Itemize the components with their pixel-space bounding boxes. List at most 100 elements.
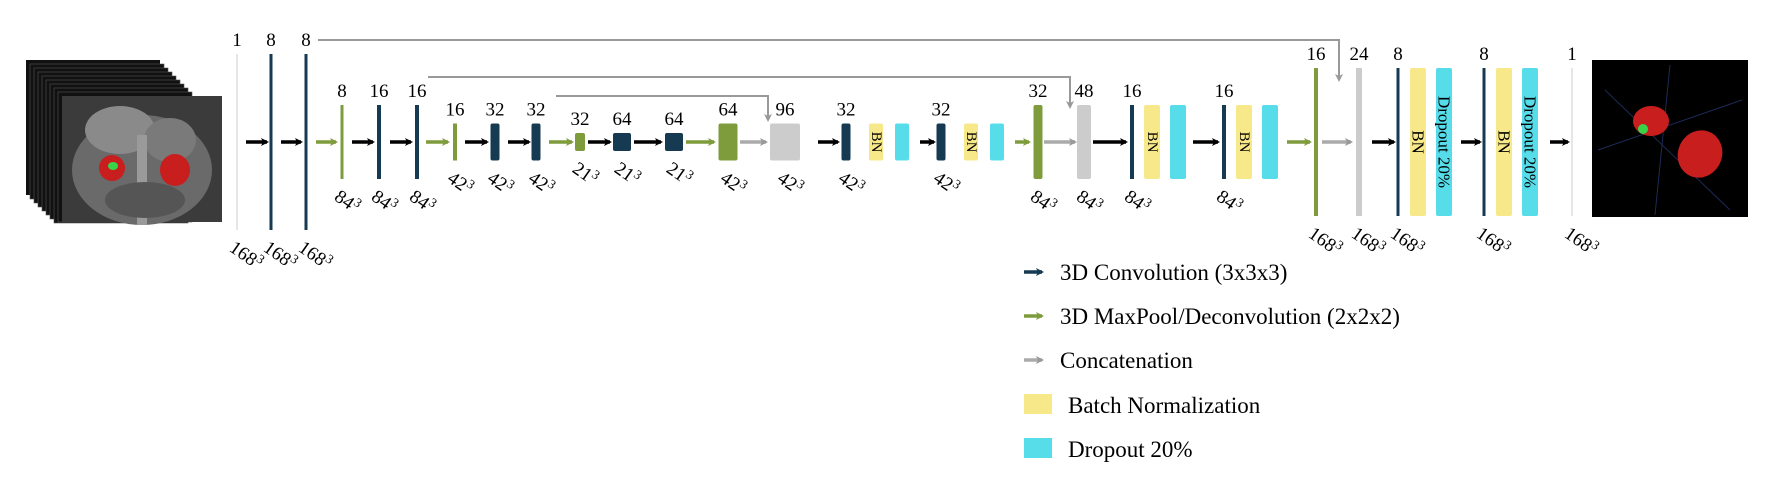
svg-text:423: 423 [834, 165, 869, 199]
legend-label-bn: Batch Normalization [1068, 393, 1261, 418]
legend-item-bn: Batch Normalization [1024, 393, 1261, 418]
channel-label-22: 24 [1350, 44, 1370, 65]
output-3d-segmentation [1592, 60, 1748, 217]
channel-label-14: 96 [776, 100, 795, 121]
size-label-25: 1683 [1560, 223, 1602, 257]
layer-block-4-pool [340, 105, 344, 179]
svg-text:1683: 1683 [1347, 221, 1389, 261]
svg-text:843: 843 [367, 184, 402, 218]
batch-norm-label-11: BN [1495, 130, 1514, 154]
size-label-20: 843 [1212, 184, 1247, 218]
channel-label-11: 64 [613, 109, 633, 130]
batch-norm-label-7: BN [1236, 132, 1252, 153]
channel-label-6: 16 [408, 81, 427, 102]
batch-norm-block-9 [1410, 68, 1426, 216]
layer-block-12-conv [665, 133, 683, 151]
size-label-12: 213 [662, 158, 697, 186]
layer-block-18-concat [1077, 105, 1091, 179]
size-label-16: 423 [929, 165, 964, 199]
skip-connection-168 [318, 39, 1343, 82]
size-label-17: 843 [1026, 186, 1061, 214]
size-label-13: 423 [716, 168, 751, 196]
layer-block-1-out [236, 54, 238, 230]
channel-label-18: 48 [1075, 81, 1094, 102]
channel-label-17: 32 [1029, 81, 1048, 102]
size-label-19: 843 [1120, 184, 1155, 218]
legend: 3D Convolution (3x3x3) 3D MaxPool/Deconv… [1024, 260, 1400, 462]
layer-block-8-conv [490, 123, 500, 161]
layer-block-3-conv [304, 54, 308, 230]
batch-norm-block-11 [1496, 68, 1512, 216]
layer-block-13-pool [718, 123, 738, 161]
size-label-6: 843 [405, 184, 440, 218]
layer-block-5-conv [377, 105, 381, 179]
size-label-8: 423 [483, 165, 518, 199]
channel-label-2: 8 [266, 30, 276, 51]
svg-text:423: 423 [483, 165, 518, 199]
layer-block-15-conv [841, 123, 851, 161]
batch-norm-label-5: BN [1144, 132, 1160, 153]
channel-label-13: 64 [719, 100, 739, 121]
layer-block-10-pool [575, 133, 585, 151]
dropout-block-4 [990, 123, 1004, 161]
input-ct-slice-stack [26, 60, 222, 225]
layer-labels: 1 1683 8 1683 8 1683 8 843 16 843 16 843 16 423 32 423 3… [225, 30, 1602, 271]
dropout-block-2 [895, 123, 909, 161]
batch-norm-block-3 [964, 123, 978, 161]
layer-block-20-conv [1222, 105, 1226, 179]
size-label-18: 843 [1072, 186, 1107, 214]
channel-label-9: 32 [527, 100, 546, 121]
batch-norm-label-3: BN [963, 132, 979, 153]
skip-connection-42 [556, 95, 772, 122]
dropout-block-10 [1436, 68, 1452, 216]
size-label-21: 1683 [1304, 221, 1346, 261]
layer-block-9-conv [531, 123, 541, 161]
layer-block-25-out [1571, 68, 1573, 216]
legend-item-concat: Concatenation [1024, 348, 1193, 373]
batch-norm-label-9: BN [1409, 130, 1428, 154]
svg-text:843: 843 [1212, 184, 1247, 218]
network-layers: BN BN BN BN BN Dropout 20% BN Dropout 20% [236, 54, 1573, 230]
dropout-block-6 [1170, 105, 1186, 179]
legend-label-conv: 3D Convolution (3x3x3) [1060, 260, 1287, 285]
svg-text:843: 843 [1120, 184, 1155, 218]
skip-connections [318, 39, 1343, 122]
batch-norm-block-7 [1236, 105, 1252, 179]
svg-text:843: 843 [405, 184, 440, 218]
svg-text:1683: 1683 [1386, 221, 1428, 261]
layer-block-17-pool [1033, 105, 1043, 179]
channel-label-19: 16 [1123, 81, 1142, 102]
size-label-14: 423 [773, 168, 808, 196]
channel-label-21: 16 [1307, 44, 1326, 65]
layer-block-22-concat [1356, 68, 1362, 216]
layer-block-16-conv [936, 123, 946, 161]
svg-text:423: 423 [443, 165, 478, 199]
legend-label-pool: 3D MaxPool/Deconvolution (2x2x2) [1060, 304, 1400, 329]
ct-slice-image [62, 96, 222, 225]
channel-label-24: 8 [1479, 44, 1489, 65]
channel-label-23: 8 [1393, 44, 1403, 65]
channel-label-25: 1 [1567, 44, 1577, 65]
size-label-3: 1683 [294, 237, 336, 271]
size-label-7: 423 [443, 165, 478, 199]
channel-label-12: 64 [665, 109, 685, 130]
layer-block-14-concat [770, 123, 800, 161]
layer-block-23-conv [1396, 68, 1400, 216]
size-label-15: 423 [834, 165, 869, 199]
size-label-22: 1683 [1347, 221, 1389, 261]
svg-text:1683: 1683 [1304, 221, 1346, 261]
dropout-label-10: Dropout 20% [1435, 96, 1454, 188]
channel-label-16: 32 [932, 100, 951, 121]
svg-text:423: 423 [524, 165, 559, 199]
channel-label-3: 8 [301, 30, 311, 51]
svg-text:213: 213 [610, 156, 645, 190]
legend-item-pool: 3D MaxPool/Deconvolution (2x2x2) [1024, 304, 1400, 329]
channel-label-20: 16 [1215, 81, 1234, 102]
layer-block-11-conv [613, 133, 631, 151]
size-label-24: 1683 [1472, 223, 1514, 257]
layer-block-24-conv [1482, 68, 1486, 216]
size-label-4: 843 [330, 186, 365, 214]
svg-text:423: 423 [929, 165, 964, 199]
dropout-label-12: Dropout 20% [1521, 96, 1540, 188]
size-label-9: 423 [524, 165, 559, 199]
